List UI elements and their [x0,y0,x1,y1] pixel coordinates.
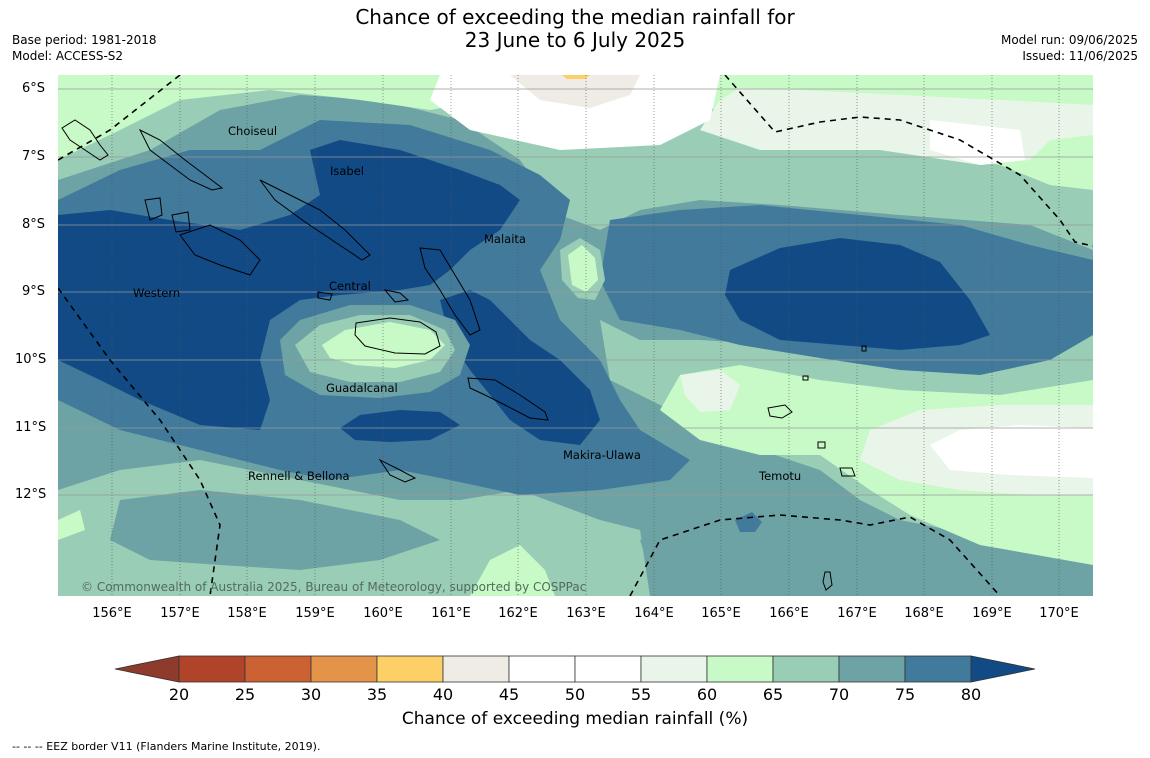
map-latlines [58,88,1093,496]
colorbar-tick-45: 45 [498,685,520,704]
colorbar-segment [706,655,774,683]
colorbar-tick-60: 60 [696,685,718,704]
colorbar-under-arrow [114,655,180,683]
lon-label-160e: 160°E [363,606,403,621]
base-period: Base period: 1981-2018 [12,33,157,47]
meta-right: Model run: 09/06/2025 Issued: 11/06/2025 [1001,32,1138,64]
island-outlines [61,119,867,591]
band-55-60-east [680,370,740,412]
place-label-rennell-bellona: Rennell & Bellona [248,469,350,483]
lon-label-157e: 157°E [160,606,200,621]
band-45-55-topright [930,120,1025,165]
colorbar-tick-50: 50 [564,685,586,704]
lon-label-168e: 168°E [904,606,944,621]
band-75-80-se [735,512,762,532]
band-60-65-mid [568,245,598,292]
colorbar-segment [442,655,510,683]
band-40-45-top [510,75,640,108]
band-70-75-south [110,490,440,570]
lat-label-9s: 9°S [22,284,46,299]
place-label-guadalcanal: Guadalcanal [326,381,398,395]
lat-label-7s: 7°S [22,149,46,164]
band-55-60-top [58,75,1093,165]
place-label-western: Western [133,286,181,300]
issued-date: Issued: 11/06/2025 [1022,49,1138,63]
colorbar-tick-35: 35 [366,685,388,704]
place-label-malaita: Malaita [484,232,526,246]
lon-label-161e: 161°E [431,606,471,621]
colorbar-over-arrow [970,655,1036,683]
colorbar-label: Chance of exceeding median rainfall (%) [401,709,749,729]
lon-label-156e: 156°E [92,606,132,621]
lon-label-158e: 158°E [227,606,267,621]
band-45-55-top [430,75,720,150]
place-label-isabel: Isabel [330,164,365,178]
model-run: Model run: 09/06/2025 [1000,33,1138,47]
band-45-55-right [930,425,1093,478]
colorbar-tick-55: 55 [630,685,652,704]
band-80plus-south [340,410,460,442]
lat-label-6s: 6°S [22,81,46,96]
lat-label-11s: 11°S [15,420,47,435]
lon-label-167e: 167°E [837,606,877,621]
lon-label-169e: 169°E [972,606,1012,621]
eez-legend-note: -- -- -- EEZ border V11 (Flanders Marine… [12,740,321,753]
lat-label-10s: 10°S [15,352,47,367]
colorbar-segment [376,655,444,683]
colorbar-tick-70: 70 [828,685,850,704]
place-label-central: Central [329,279,371,293]
band-70-75-se [640,505,860,590]
place-label-choiseul: Choiseul [228,124,278,138]
band-60-65-bottomleft [58,510,85,540]
colorbar-segment [574,655,642,683]
colorbar-segment [244,655,312,683]
band-80plus-main [58,140,520,430]
colorbar-tick-40: 40 [432,685,454,704]
band-60-65-guadal [322,322,445,368]
lon-label-159e: 159°E [295,606,335,621]
lon-label-162e: 162°E [498,606,538,621]
band-35-40-spot [562,75,590,79]
colorbar-tick-75: 75 [894,685,916,704]
chart-title-line2: 23 June to 6 July 2025 [464,28,686,52]
colorbar-segment [904,655,972,683]
rainfall-map [58,75,1093,596]
colorbar-tick-25: 25 [234,685,256,704]
colorbar-tick-30: 30 [300,685,322,704]
lon-label-164e: 164°E [634,606,674,621]
colorbar-tick-20: 20 [168,685,190,704]
colorbar-tick-65: 65 [762,685,784,704]
lon-label-170e: 170°E [1039,606,1079,621]
place-label-temotu: Temotu [759,469,802,483]
colorbar-tick-80: 80 [960,685,982,704]
eez-borders [58,75,1093,596]
meta-left: Base period: 1981-2018 Model: ACCESS-S2 [12,32,157,64]
lon-label-163e: 163°E [566,606,606,621]
band-60-65-bottom [470,545,555,596]
model-name: Model: ACCESS-S2 [12,49,124,63]
colorbar-segment [178,655,246,683]
colorbar-segment [508,655,576,683]
colorbar-segment [310,655,378,683]
lon-label-166e: 166°E [769,606,809,621]
lon-label-165e: 165°E [701,606,741,621]
lat-label-12s: 12°S [15,487,47,502]
colorbar-segment [772,655,840,683]
chart-title-line1: Chance of exceeding the median rainfall … [355,5,795,29]
colorbar-segment [640,655,708,683]
colorbar-segment [838,655,906,683]
copyright-notice: © Commonwealth of Australia 2025, Bureau… [81,580,587,594]
lat-label-8s: 8°S [22,217,46,232]
place-label-makira-ulawa: Makira-Ulawa [563,448,641,462]
